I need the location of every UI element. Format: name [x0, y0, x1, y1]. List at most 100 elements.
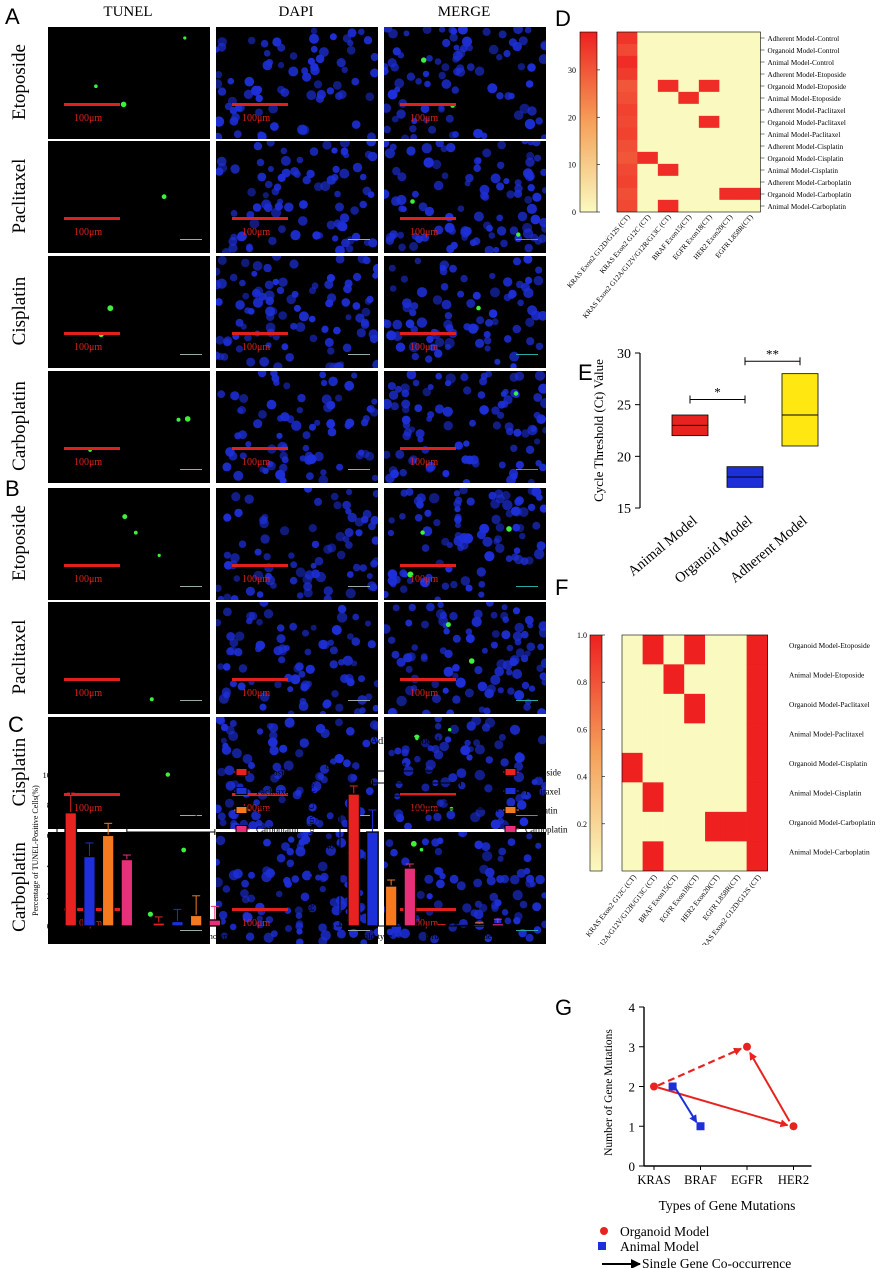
- panel-label-f: F: [555, 575, 569, 600]
- arrow-animal: [674, 1087, 698, 1124]
- panel-label-g: G: [555, 995, 573, 1020]
- panel-label-a: A: [5, 4, 20, 29]
- legend-label: Paclitaxel: [256, 787, 292, 797]
- scale-bar: [232, 678, 288, 681]
- micrograph-a-tunel-etoposide: 100μm: [48, 27, 210, 139]
- heatmap-cell: [739, 163, 761, 177]
- heatmap-cell: [719, 43, 741, 57]
- column-header-dapi: DAPI: [278, 4, 314, 20]
- heatmap-cell: [637, 163, 659, 177]
- heatmap-cell: [616, 67, 638, 81]
- heatmap-cell: [678, 151, 700, 165]
- legend-label: Carboplatin: [525, 825, 568, 835]
- x-tick-label: BRAF: [684, 1173, 717, 1187]
- y-tick-label: 30: [617, 347, 631, 362]
- heatmap-row-label: Animal Model-Cisplatin: [768, 167, 839, 175]
- legend-label: Cisplatin: [256, 806, 289, 816]
- heatmap-row-label: Animal Model-Carboplatin: [768, 203, 847, 211]
- heatmap-cell: [705, 752, 727, 783]
- arrow-her2-egfr: [749, 1051, 791, 1122]
- scale-bar-label: 100μm: [74, 574, 103, 585]
- micrograph-a-merge-cisplatin: 100μm: [384, 256, 546, 368]
- bar-etoposide: [64, 812, 78, 927]
- y-tick-label: 25: [617, 399, 631, 414]
- heatmap-cell: [637, 151, 659, 165]
- heatmap-column-label: EGFR L858R(CT): [714, 213, 755, 260]
- scale-bar-label: 100μm: [410, 227, 439, 238]
- heatmap-cell: [657, 67, 679, 81]
- bar-paclitaxel: [83, 855, 96, 927]
- heatmap-cell: [719, 127, 741, 141]
- heatmap-cell: [616, 163, 638, 177]
- scale-bar: [232, 447, 288, 450]
- heatmap-cell: [678, 103, 700, 117]
- heatmap-cell: [616, 103, 638, 117]
- heatmap-cell: [739, 31, 761, 45]
- heatmap-cell: [678, 79, 700, 93]
- heatmap-cell: [637, 199, 659, 213]
- heatmap-cell: [637, 43, 659, 57]
- bar-etoposide: [152, 922, 166, 927]
- organoid-point: [650, 1082, 658, 1091]
- heatmap-cell: [746, 664, 768, 695]
- heatmap-frame: [621, 634, 768, 872]
- scale-bar-label: 100μm: [74, 803, 103, 814]
- heatmap-cell: [719, 151, 741, 165]
- x-category-label: Drug-Resistant Phenotype: [425, 931, 515, 941]
- legend-animal-marker: [598, 1242, 606, 1250]
- mini-scale-bar: [348, 700, 370, 701]
- heatmap-cell: [642, 811, 664, 842]
- y-tick-label: 4: [629, 1000, 636, 1015]
- heatmap-cell: [616, 175, 638, 189]
- heatmap-cell: [684, 782, 706, 813]
- heatmap-cell: [739, 43, 761, 57]
- heatmap-row-label: Organoid Model-Cisplatin: [789, 759, 867, 768]
- colorbar-tick-label: 20: [568, 113, 576, 122]
- bar-etoposide: [435, 924, 449, 927]
- x-category-label: wild-type: [77, 931, 110, 941]
- heatmap-cell: [698, 139, 720, 153]
- heatmap-cell: [684, 634, 706, 665]
- heatmap-cell: [678, 175, 700, 189]
- heatmap-column-label: KRAS Exon2 G12A/G12V/G12R/G13C (CT): [581, 213, 673, 320]
- bar-etoposide: [347, 793, 361, 927]
- y-tick-label: 10: [43, 770, 52, 780]
- organoid-point: [789, 1122, 798, 1131]
- heatmap-row-label: Organoid Model-Paclitaxel: [768, 119, 846, 127]
- heatmap-cell: [698, 151, 720, 165]
- scale-bar: [64, 217, 120, 220]
- heatmap-cell: [719, 187, 741, 201]
- scale-bar-label: 100μm: [242, 688, 271, 699]
- row-label-a-etoposide: Etoposide: [9, 44, 30, 120]
- bar-carboplatin: [208, 919, 222, 927]
- heatmap-f: 0.2 0.4 0.6 0.8 1.0 Organoid Model-Etoposide A…: [568, 631, 876, 945]
- heatmap-row-label: Adherent Model-Paclitaxel: [768, 107, 846, 115]
- heatmap-cell: [739, 55, 761, 69]
- mini-scale-bar: [348, 239, 370, 240]
- line-chart-g: 0 1 2 3 4 KRAS BRAF EGFR HER2 Number of Gene Muta…: [598, 1000, 812, 1268]
- heatmap-cell: [698, 79, 720, 93]
- chart-title: Organoid Model: [108, 736, 178, 747]
- heatmap-cell: [663, 752, 685, 783]
- y-tick-label: 1: [629, 1119, 636, 1134]
- heatmap-cell: [678, 187, 700, 201]
- significance-label: *: [714, 385, 721, 400]
- y-tick-label: 20: [617, 450, 631, 465]
- scale-bar: [400, 447, 456, 450]
- heatmap-cell: [637, 139, 659, 153]
- mini-scale-bar: [516, 239, 538, 240]
- heatmap-cell: [657, 151, 679, 165]
- y-tick-label: 0: [629, 1159, 636, 1174]
- heatmap-cell: [637, 31, 659, 45]
- heatmap-cell: [739, 91, 761, 105]
- scale-bar-label: 100μm: [242, 918, 271, 929]
- scale-bar: [64, 564, 120, 567]
- heatmap-cell: [719, 91, 741, 105]
- heatmap-cell: [663, 723, 685, 754]
- scale-bar-label: 100μm: [242, 574, 271, 585]
- scale-bar: [64, 447, 120, 450]
- heatmap-cell: [663, 693, 685, 724]
- heatmap-cell: [657, 91, 679, 105]
- heatmap-row-label: Organoid Model-Control: [768, 47, 840, 55]
